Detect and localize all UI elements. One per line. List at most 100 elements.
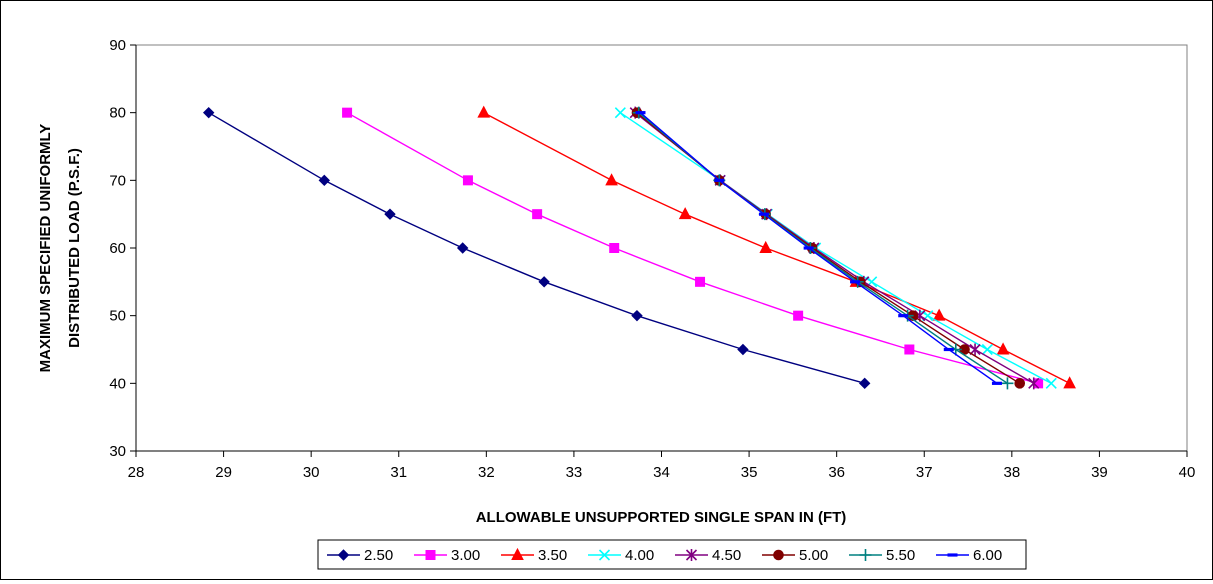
legend-item-4.50: 4.50 (675, 547, 741, 564)
data-point-5.00 (1014, 378, 1026, 389)
x-tick-label: 30 (303, 464, 320, 481)
plot-area (135, 44, 1188, 452)
legend-marker (773, 549, 784, 561)
legend-label: 5.50 (886, 547, 915, 564)
data-point-6.00 (991, 381, 1002, 385)
data-point-6.00 (714, 178, 725, 182)
legend-label: 4.50 (712, 547, 741, 564)
y-tick-label: 50 (109, 308, 126, 325)
data-point-6.00 (635, 111, 646, 115)
data-point-3.00 (793, 310, 804, 321)
data-point-2.50 (737, 343, 749, 356)
data-point-2.50 (202, 106, 215, 119)
series-line-3.00 (346, 112, 1039, 384)
y-axis-title-line-1: MAXIMUM SPECIFIED UNIFORMLY (37, 124, 54, 373)
data-point-4.00 (981, 343, 993, 356)
legend-item-3.00: 3.00 (414, 547, 480, 564)
legend-item-3.50: 3.50 (501, 547, 567, 564)
legend-item-5.00: 5.00 (762, 547, 828, 564)
series-line-6.00 (640, 112, 998, 384)
data-point-4.50 (969, 343, 981, 356)
data-point-2.50 (384, 208, 396, 220)
data-point-5.50 (1001, 377, 1014, 390)
data-point-6.00 (850, 280, 861, 284)
series-line-2.50 (208, 112, 865, 384)
data-point-6.00 (758, 212, 769, 216)
y-tick-label: 80 (109, 105, 126, 122)
data-point-3.00 (609, 243, 620, 253)
x-tick-label: 28 (128, 464, 145, 481)
x-tick-label: 40 (1179, 464, 1196, 481)
x-tick-label: 38 (1003, 464, 1020, 481)
x-tick-label: 35 (741, 464, 758, 481)
legend-item-5.50: 5.50 (849, 547, 915, 564)
data-point-2.50 (631, 309, 643, 322)
legend-label: 2.50 (364, 547, 393, 564)
data-point-3.00 (1033, 378, 1044, 389)
data-point-4.00 (1045, 377, 1057, 389)
legend-label: 3.00 (451, 547, 480, 564)
y-tick-label: 70 (109, 172, 126, 189)
legend-label: 4.00 (625, 547, 654, 564)
data-point-3.50 (605, 173, 618, 186)
x-tick-label: 36 (828, 464, 845, 481)
legend-label: 6.00 (973, 547, 1002, 564)
data-point-3.00 (532, 209, 543, 220)
series-layer (202, 105, 1076, 390)
data-point-3.00 (462, 175, 473, 186)
y-tick-label: 30 (109, 443, 126, 460)
series-6.00 (635, 111, 1002, 385)
x-tick-label: 37 (916, 464, 933, 481)
data-point-3.50 (678, 207, 692, 220)
series-2.50 (202, 106, 871, 390)
series-3.50 (477, 105, 1076, 389)
data-point-6.00 (943, 347, 954, 352)
data-point-2.50 (858, 377, 871, 390)
data-point-3.50 (759, 240, 773, 253)
axes: 28 29 30 31 32 33 34 35 36 37 38 39 40 30 40 50 60 70 80 90 (109, 37, 1195, 481)
legend-label: 5.00 (799, 547, 828, 564)
x-tick-label: 29 (215, 464, 232, 481)
legend-item-4.00: 4.00 (588, 547, 654, 564)
legend-marker (598, 549, 611, 561)
data-point-3.50 (932, 308, 946, 321)
x-axis-title: ALLOWABLE UNSUPPORTED SINGLE SPAN IN (FT… (476, 509, 847, 526)
legend-marker (685, 549, 698, 561)
data-point-2.50 (538, 276, 550, 288)
data-point-2.50 (318, 174, 331, 187)
y-axis-title: MAXIMUM SPECIFIED UNIFORMLY DISTRIBUTED … (37, 124, 83, 373)
x-tick-label: 34 (653, 464, 670, 481)
series-line-3.50 (483, 112, 1070, 384)
data-point-3.00 (342, 107, 353, 118)
legend-marker (511, 547, 524, 560)
legend-marker (947, 553, 958, 557)
y-tick-label: 60 (109, 240, 126, 257)
data-point-6.00 (803, 246, 814, 250)
data-point-3.00 (904, 344, 915, 355)
data-point-2.50 (456, 242, 469, 254)
data-point-6.00 (898, 314, 909, 318)
legend-marker (425, 550, 436, 560)
x-tick-label: 32 (478, 464, 495, 481)
data-point-4.50 (1028, 377, 1040, 390)
data-point-3.00 (695, 276, 706, 287)
legend-item-2.50: 2.50 (327, 547, 393, 564)
x-tick-label: 39 (1091, 464, 1108, 481)
data-point-4.00 (614, 107, 626, 119)
data-point-3.50 (477, 105, 491, 118)
data-point-3.50 (996, 342, 1010, 355)
legend-item-6.00: 6.00 (936, 547, 1002, 564)
legend-marker (337, 549, 350, 561)
data-point-3.50 (1063, 376, 1076, 389)
legend: 2.50 3.00 3.50 4.00 4.50 5.00 5.50 6.00 (317, 539, 1027, 570)
series-3.00 (342, 107, 1044, 389)
y-tick-label: 40 (109, 375, 126, 392)
y-tick-label: 90 (109, 37, 126, 54)
x-tick-label: 31 (390, 464, 407, 481)
x-tick-label: 33 (566, 464, 583, 481)
y-axis-title-line-2: DISTRIBUTED LOAD (P.S.F.) (66, 148, 83, 348)
legend-marker (859, 549, 872, 561)
legend-label: 3.50 (538, 547, 567, 564)
